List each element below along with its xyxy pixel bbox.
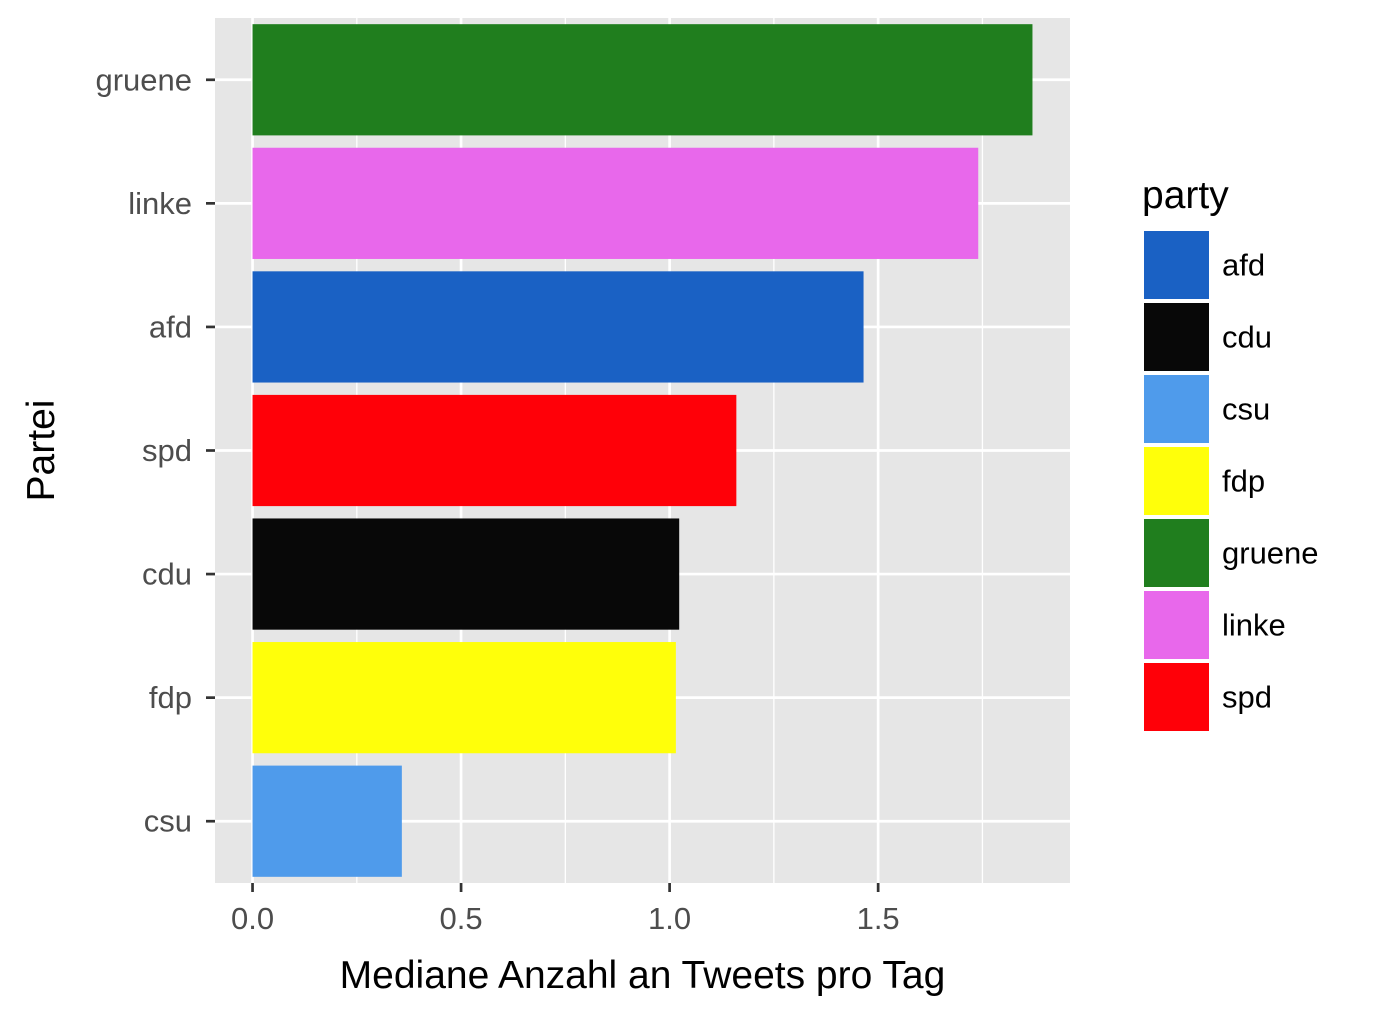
legend-label-cdu: cdu <box>1222 320 1272 355</box>
x-tick-label: 1.5 <box>857 901 900 936</box>
x-tick-label: 1.0 <box>648 901 691 936</box>
legend-label-csu: csu <box>1222 392 1270 427</box>
bar-cdu <box>252 518 680 630</box>
legend-key-spd <box>1144 663 1209 731</box>
y-axis: gruene linke afd spd cdu fdp csu <box>95 62 215 839</box>
legend-label-spd: spd <box>1222 680 1272 715</box>
legend-key-gruene <box>1144 519 1209 587</box>
y-tick-label: fdp <box>149 680 192 715</box>
legend-label-gruene: gruene <box>1222 536 1319 571</box>
y-tick-label: spd <box>142 433 192 468</box>
legend-key-fdp <box>1144 447 1209 515</box>
legend-label-fdp: fdp <box>1222 464 1265 499</box>
legend-key-linke <box>1144 591 1209 659</box>
legend: party afd cdu csu fdp gruene linke spd <box>1142 174 1319 731</box>
bar-spd <box>252 394 737 507</box>
legend-title: party <box>1142 174 1229 217</box>
x-axis-title: Mediane Anzahl an Tweets pro Tag <box>340 954 946 997</box>
legend-label-afd: afd <box>1222 248 1265 283</box>
x-tick-label: 0.5 <box>440 901 483 936</box>
legend-key-cdu <box>1144 303 1209 371</box>
bar-csu <box>252 765 402 877</box>
y-tick-label: linke <box>128 186 192 221</box>
bar-afd <box>252 271 864 383</box>
x-tick-label: 0.0 <box>231 901 274 936</box>
bar-fdp <box>252 642 676 754</box>
legend-key-afd <box>1144 231 1209 299</box>
bar-linke <box>252 147 979 259</box>
legend-key-csu <box>1144 375 1209 443</box>
y-tick-label: gruene <box>95 62 192 97</box>
legend-label-linke: linke <box>1222 608 1286 643</box>
bar-gruene <box>252 24 1033 136</box>
bars <box>252 24 1033 877</box>
y-tick-label: csu <box>144 804 192 839</box>
x-axis: 0.0 0.5 1.0 1.5 <box>231 883 900 936</box>
y-tick-label: cdu <box>142 557 192 592</box>
y-tick-label: afd <box>149 309 192 344</box>
y-axis-title: Partei <box>20 400 63 502</box>
